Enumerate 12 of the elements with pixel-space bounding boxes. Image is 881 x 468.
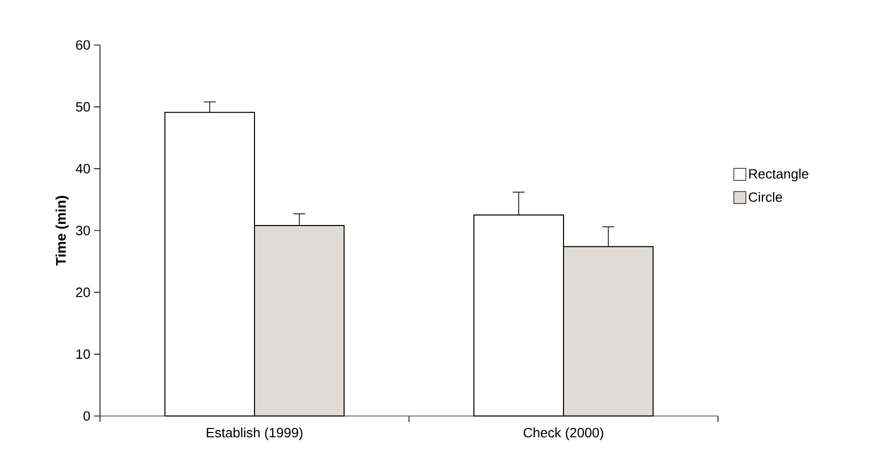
legend-label: Rectangle: [749, 168, 808, 182]
y-tick-label: 50: [76, 102, 90, 112]
y-tick-label: 20: [76, 288, 90, 298]
y-tick-label: 60: [76, 40, 90, 50]
y-tick-label: 40: [76, 164, 90, 174]
legend-label: Circle: [748, 192, 782, 202]
x-tick-label: Establish (1999): [206, 428, 302, 440]
y-tick-label: 0: [84, 411, 90, 421]
x-tick-label: Check (2000): [524, 428, 604, 440]
y-axis-title: Time (min): [56, 196, 69, 266]
y-tick-label: 10: [76, 349, 90, 359]
y-tick-label: 30: [76, 226, 90, 236]
